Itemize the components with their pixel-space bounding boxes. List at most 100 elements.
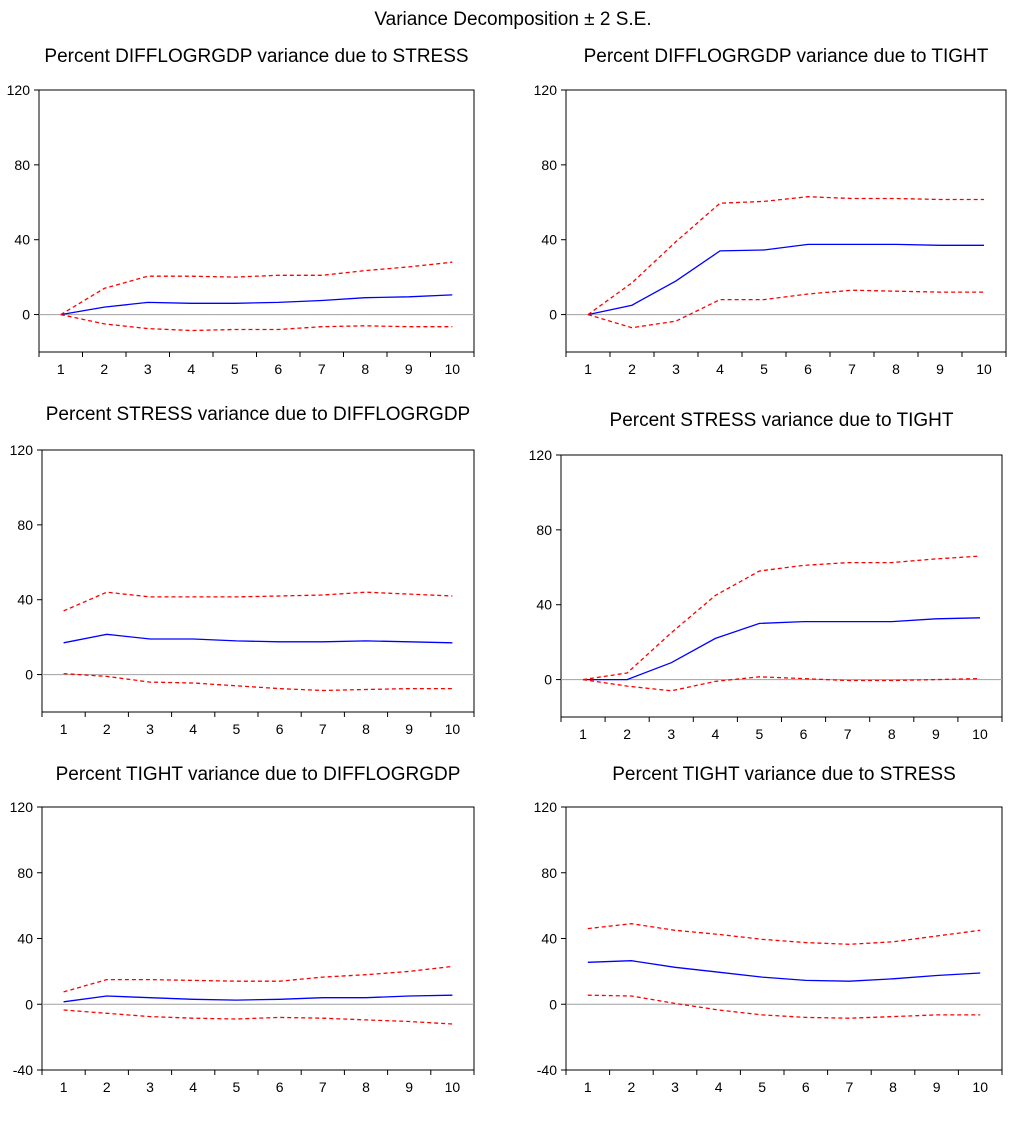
- y-tick-label: 40: [541, 931, 557, 947]
- chart-panel-3: Percent STRESS variance due to DIFFLOGRG…: [10, 404, 475, 737]
- y-tick-label: 0: [549, 307, 557, 323]
- x-tick-label: 3: [667, 726, 675, 742]
- series-line-upper: [63, 591, 453, 612]
- x-tick-label: 4: [189, 721, 197, 737]
- x-tick-label: 1: [579, 726, 587, 742]
- x-tick-label: 1: [60, 721, 68, 737]
- x-tick-label: 7: [848, 361, 856, 377]
- x-tick-label: 7: [319, 1079, 327, 1095]
- y-tick-label: 40: [541, 232, 557, 248]
- x-tick-label: 8: [362, 1079, 370, 1095]
- x-tick-label: 5: [756, 726, 764, 742]
- x-tick-label: 2: [100, 361, 108, 377]
- x-tick-label: 5: [231, 361, 239, 377]
- series-line-lower: [587, 994, 981, 1019]
- x-tick-label: 3: [671, 1079, 679, 1095]
- series-line-lower: [587, 289, 984, 329]
- y-tick-label: 0: [25, 996, 33, 1012]
- x-tick-label: 4: [189, 1079, 197, 1095]
- x-tick-label: 7: [318, 361, 326, 377]
- y-tick-label: 0: [22, 307, 30, 323]
- x-tick-label: 3: [146, 1079, 154, 1095]
- x-tick-label: 1: [57, 361, 65, 377]
- y-tick-label: -40: [537, 1062, 557, 1078]
- y-tick-label: -40: [13, 1062, 33, 1078]
- x-tick-label: 4: [711, 726, 719, 742]
- x-tick-label: 9: [405, 361, 413, 377]
- x-tick-label: 6: [804, 361, 812, 377]
- x-tick-label: 8: [361, 361, 369, 377]
- plot-frame: [38, 89, 475, 353]
- x-tick-label: 10: [444, 361, 460, 377]
- x-tick-label: 8: [888, 726, 896, 742]
- y-tick-label: 120: [534, 82, 558, 98]
- x-tick-label: 5: [758, 1079, 766, 1095]
- plot-frame: [41, 449, 475, 713]
- chart-panel-2: Percent DIFFLOGRGDP variance due to TIGH…: [534, 46, 1007, 377]
- y-tick-label: 80: [17, 865, 33, 881]
- x-tick-label: 3: [146, 721, 154, 737]
- y-tick-label: 80: [541, 157, 557, 173]
- plot-frame: [41, 806, 475, 1071]
- plot-frame: [565, 89, 1007, 353]
- x-tick-label: 5: [233, 721, 241, 737]
- plot-frame: [560, 454, 1003, 718]
- series-line-estimate: [587, 960, 981, 982]
- series-line-lower: [60, 313, 453, 332]
- y-tick-label: 80: [14, 157, 30, 173]
- series-line-estimate: [583, 617, 981, 681]
- x-tick-label: 4: [715, 1079, 723, 1095]
- y-tick-label: 40: [536, 597, 552, 613]
- y-tick-label: 40: [17, 592, 33, 608]
- x-tick-label: 2: [623, 726, 631, 742]
- x-tick-label: 2: [628, 1079, 636, 1095]
- panel-title: Percent DIFFLOGRGDP variance due to STRE…: [44, 46, 468, 67]
- x-tick-label: 7: [319, 721, 327, 737]
- x-tick-label: 1: [584, 361, 592, 377]
- x-tick-label: 9: [933, 1079, 941, 1095]
- x-tick-label: 10: [445, 721, 461, 737]
- x-tick-label: 6: [802, 1079, 810, 1095]
- x-tick-label: 10: [445, 1079, 461, 1095]
- y-tick-label: 40: [14, 232, 30, 248]
- y-tick-label: 120: [10, 442, 34, 458]
- y-tick-label: 80: [541, 865, 557, 881]
- series-line-estimate: [63, 633, 453, 644]
- x-tick-label: 3: [144, 361, 152, 377]
- x-tick-label: 5: [760, 361, 768, 377]
- x-tick-label: 6: [800, 726, 808, 742]
- x-tick-label: 9: [932, 726, 940, 742]
- y-tick-label: 80: [536, 522, 552, 538]
- series-line-upper: [587, 923, 981, 945]
- series-line-estimate: [60, 294, 453, 316]
- y-tick-label: 40: [17, 931, 33, 947]
- series-line-upper: [587, 196, 984, 316]
- x-tick-label: 2: [628, 361, 636, 377]
- x-tick-label: 8: [362, 721, 370, 737]
- x-tick-label: 6: [274, 361, 282, 377]
- series-line-upper: [63, 965, 453, 993]
- y-tick-label: 80: [17, 517, 33, 533]
- x-tick-label: 2: [103, 721, 111, 737]
- chart-panel-6: Percent TIGHT variance due to STRESS -40 0…: [534, 764, 1003, 1095]
- chart-panel-4: Percent STRESS variance due to TIGHT 0 40 8…: [529, 410, 1003, 742]
- x-tick-label: 3: [672, 361, 680, 377]
- x-tick-label: 10: [972, 726, 988, 742]
- x-tick-label: 1: [60, 1079, 68, 1095]
- panel-title: Percent TIGHT variance due to STRESS: [612, 764, 956, 785]
- x-tick-label: 9: [405, 1079, 413, 1095]
- x-tick-label: 9: [405, 721, 413, 737]
- y-tick-label: 120: [10, 799, 34, 815]
- y-tick-label: 0: [544, 672, 552, 688]
- x-tick-label: 8: [889, 1079, 897, 1095]
- x-tick-label: 10: [972, 1079, 988, 1095]
- series-line-estimate: [587, 243, 984, 316]
- series-line-upper: [582, 555, 981, 681]
- x-tick-label: 4: [716, 361, 724, 377]
- x-tick-label: 5: [233, 1079, 241, 1095]
- y-tick-label: 120: [534, 799, 558, 815]
- series-line-estimate: [63, 994, 453, 1003]
- y-tick-label: 120: [7, 82, 31, 98]
- plot-frame: [565, 806, 1003, 1071]
